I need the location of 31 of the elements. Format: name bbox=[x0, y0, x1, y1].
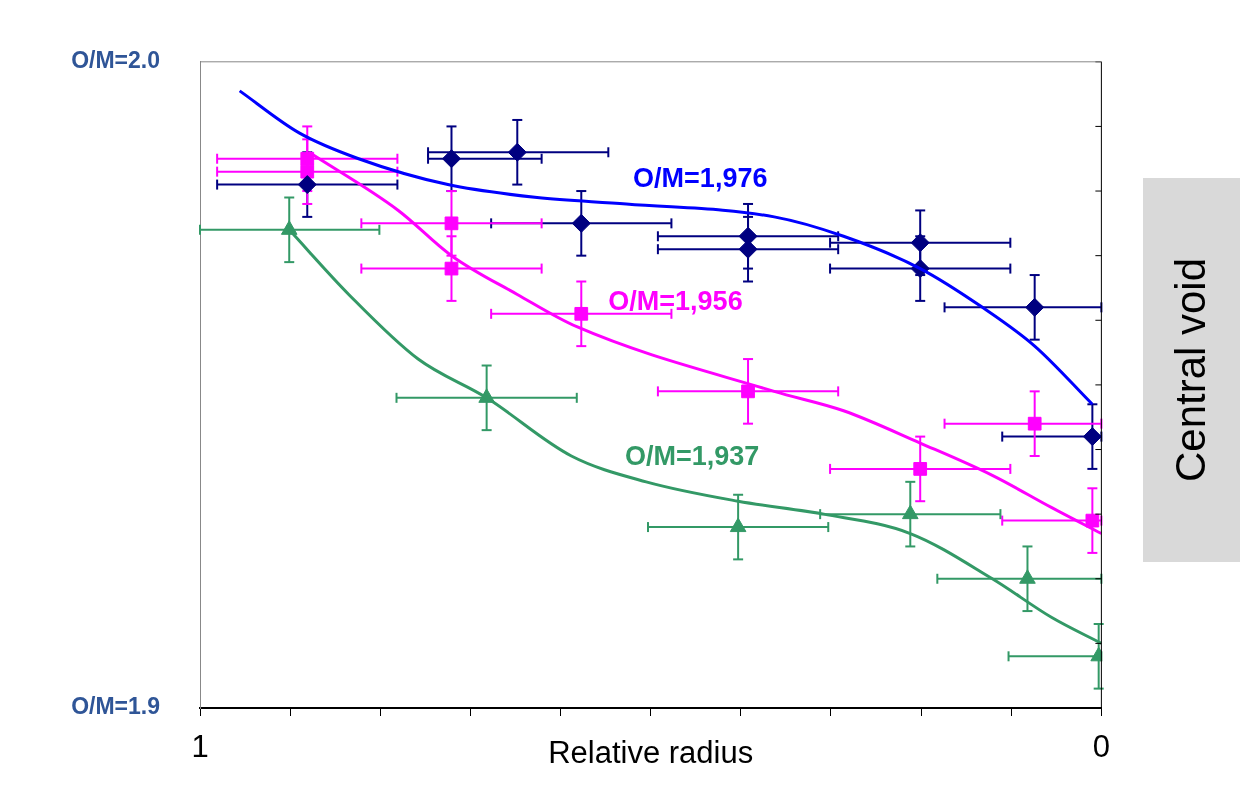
point bbox=[901, 504, 919, 520]
line-series bbox=[238, 89, 1094, 406]
point bbox=[738, 226, 758, 246]
point bbox=[1082, 427, 1102, 447]
point bbox=[1085, 513, 1100, 528]
y-tick-label: O/M=1.9 bbox=[71, 693, 160, 720]
point bbox=[444, 216, 459, 231]
series-label: O/M=1,937 bbox=[624, 441, 760, 472]
y-tick-label: O/M=2.0 bbox=[71, 47, 160, 74]
series-label: O/M=1,976 bbox=[633, 163, 768, 194]
point bbox=[507, 142, 527, 162]
point bbox=[441, 149, 461, 169]
text: Central void bbox=[1167, 257, 1216, 483]
x-axis-title: Relative radius bbox=[548, 734, 754, 770]
point bbox=[574, 306, 589, 321]
point bbox=[1025, 297, 1045, 317]
point bbox=[571, 213, 591, 233]
x-tick-label: 0 bbox=[1092, 729, 1110, 765]
series-label: O/M=1,956 bbox=[608, 286, 743, 317]
point bbox=[738, 239, 758, 259]
point bbox=[444, 261, 459, 276]
point bbox=[1019, 569, 1036, 584]
point bbox=[729, 517, 747, 533]
point bbox=[300, 164, 315, 179]
point bbox=[300, 151, 315, 166]
point bbox=[910, 233, 930, 253]
point bbox=[1027, 416, 1042, 431]
x-tick-label: 1 bbox=[191, 729, 209, 765]
point bbox=[297, 175, 317, 195]
point bbox=[741, 384, 755, 399]
point bbox=[913, 462, 928, 476]
